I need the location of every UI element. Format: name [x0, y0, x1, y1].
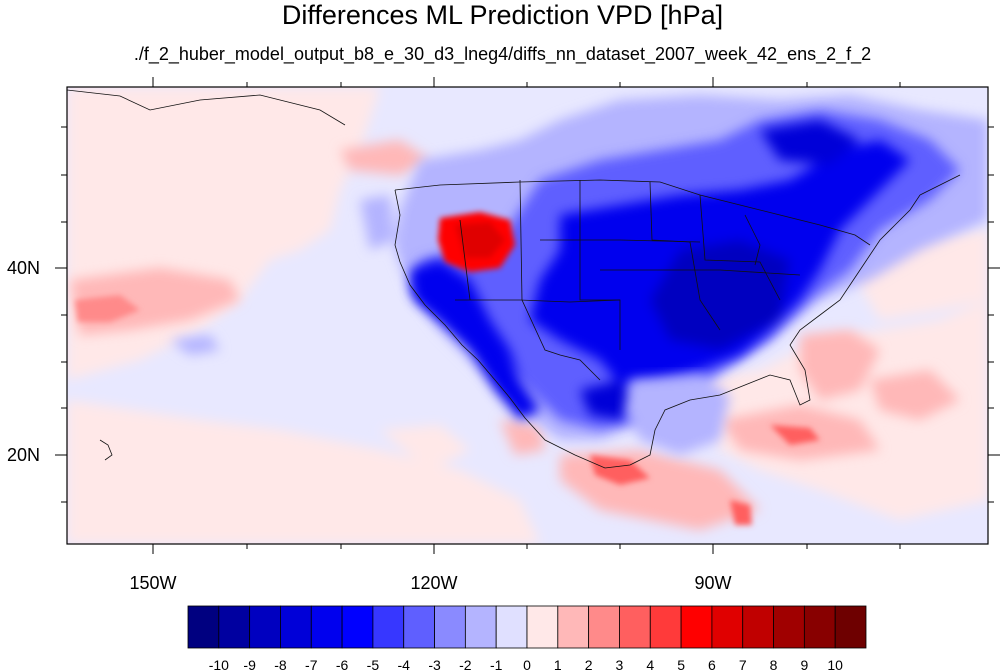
colorbar-tick-label: 1 — [554, 657, 562, 672]
colorbar-tick-label: 3 — [616, 657, 624, 672]
colorbar-tick-label: -5 — [367, 657, 380, 672]
map-subtitle: ./f_2_huber_model_output_b8_e_30_d3_lneg… — [133, 44, 872, 64]
field-gulf — [625, 375, 730, 455]
colorbar-tick-label: -8 — [274, 657, 287, 672]
map-title: Differences ML Prediction VPD [hPa] — [281, 0, 724, 30]
colorbar-tick-label: 6 — [708, 657, 716, 672]
colorbar-swatch — [464, 605, 497, 649]
colorbar-swatch — [434, 605, 466, 649]
colorbar-tick-label: 5 — [677, 657, 685, 672]
colorbar-tick-label: 8 — [770, 657, 778, 672]
field-red-hotspot — [438, 212, 515, 272]
colorbar-swatch — [218, 605, 251, 649]
colorbar-swatch — [834, 605, 867, 649]
colorbar-tick-label: -2 — [459, 657, 472, 672]
colorbar-tick-label: -1 — [490, 657, 503, 672]
colorbar-swatch — [280, 605, 312, 649]
colorbar-tick-label: 2 — [585, 657, 593, 672]
y-tick-label: 40N — [7, 258, 40, 278]
colorbar-tick-label: 10 — [827, 657, 843, 672]
colorbar-swatch — [249, 605, 281, 649]
colorbar — [187, 605, 867, 649]
colorbar-swatch — [372, 605, 405, 649]
colorbar-tick-label: -10 — [209, 657, 229, 672]
colorbar-swatch — [588, 605, 620, 649]
colorbar-tick-label: -3 — [428, 657, 441, 672]
colorbar-swatch — [310, 605, 343, 649]
colorbar-swatch — [341, 605, 374, 649]
axis-ticks — [55, 77, 1000, 554]
field-dark-blue — [410, 120, 910, 420]
colorbar-swatch — [619, 605, 651, 649]
x-tick-label: 150W — [129, 573, 176, 593]
colorbar-swatch — [649, 605, 682, 649]
colorbar-swatch — [187, 605, 220, 649]
colorbar-tick-label: -6 — [336, 657, 349, 672]
colorbar-swatch — [773, 605, 805, 649]
colorbar-tick-label: 9 — [800, 657, 808, 672]
colorbar-tick-label: 0 — [523, 657, 531, 672]
colorbar-swatch — [557, 605, 590, 649]
colorbar-labels: -10 -9 -8 -7 -6 -5 -4 -3 -2 -1 0 1 2 3 4 5 6 7 8 9 10 — [209, 657, 843, 672]
colorbar-tick-label: -9 — [243, 657, 256, 672]
colorbar-swatch — [403, 605, 435, 649]
colorbar-swatch — [803, 605, 836, 649]
x-tick-label: 90W — [694, 573, 731, 593]
y-tick-label: 20N — [7, 445, 40, 465]
colorbar-tick-label: -4 — [398, 657, 411, 672]
colorbar-tick-label: 4 — [646, 657, 654, 672]
colorbar-tick-label: 7 — [739, 657, 747, 672]
colorbar-swatch — [495, 605, 528, 649]
colorbar-swatch — [680, 605, 713, 649]
map-field — [67, 87, 988, 544]
colorbar-swatch — [711, 605, 744, 649]
colorbar-tick-label: -7 — [305, 657, 318, 672]
coastlines — [67, 89, 961, 469]
field-red-patches — [75, 295, 820, 525]
colorbar-swatch — [526, 605, 559, 649]
colorbar-swatch — [742, 605, 774, 649]
x-tick-label: 120W — [410, 573, 457, 593]
